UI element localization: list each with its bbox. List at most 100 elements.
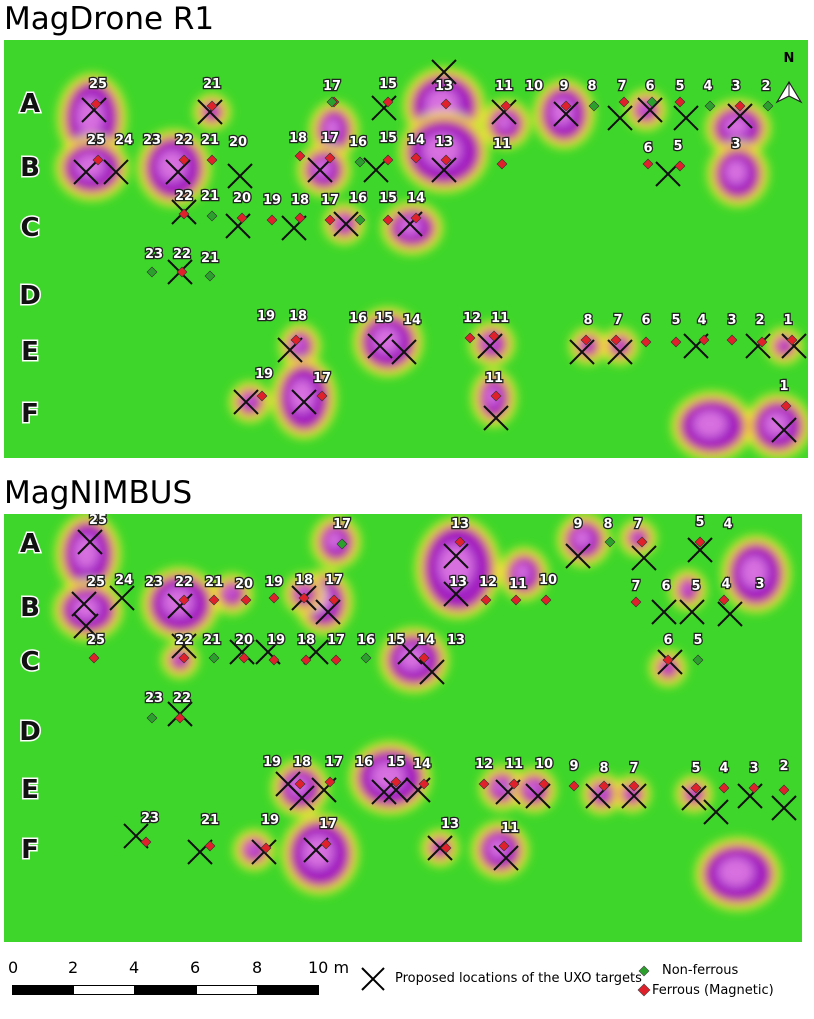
uxo-cross-marker (251, 839, 277, 865)
ferrous-diamond (508, 778, 520, 790)
uxo-cross-marker (717, 601, 743, 627)
target-number: 21 (201, 813, 219, 828)
uxo-cross-marker (197, 99, 223, 125)
ferrous-diamond (206, 154, 218, 166)
row-label: A (20, 89, 40, 119)
target-number: 7 (617, 79, 626, 94)
uxo-cross-marker (483, 405, 509, 431)
north-arrow-icon: N (775, 51, 803, 104)
ferrous-diamond (440, 842, 452, 854)
target-markers (73, 59, 807, 443)
target-number: 4 (697, 313, 706, 328)
uxo-cross-marker (383, 777, 409, 803)
scale-segment (257, 985, 319, 995)
target-number: 19 (263, 193, 281, 208)
anomaly-peak (718, 857, 754, 887)
uxo-cross-marker (397, 639, 423, 665)
ferrous-diamond (382, 154, 394, 166)
target-number: 23 (143, 133, 161, 148)
target-number: 15 (379, 77, 397, 92)
target-number: 19 (261, 813, 279, 828)
target-number: 14 (403, 313, 421, 328)
target-number: 13 (447, 633, 465, 648)
cross-marker-icon (361, 967, 385, 991)
uxo-cross-marker (71, 591, 97, 617)
ferrous-diamond (640, 336, 652, 348)
target-number: 17 (313, 371, 331, 386)
anomaly-peak (162, 587, 194, 617)
uxo-cross-marker (109, 585, 135, 611)
row-label: A (20, 529, 40, 559)
target-number: 13 (435, 79, 453, 94)
legend-proposed-label: Proposed locations of the UXO targets (395, 971, 642, 986)
ferrous-diamond (580, 334, 592, 346)
ferrous-diamond (178, 652, 190, 664)
nonferrous-diamond (692, 654, 704, 666)
ferrous-diamond (642, 158, 654, 170)
target-number: 10 (525, 79, 543, 94)
uxo-cross-marker (73, 613, 99, 639)
target-number: 20 (229, 135, 247, 150)
target-number: 6 (641, 313, 650, 328)
ferrous-diamond (598, 780, 610, 792)
target-number: 25 (89, 77, 107, 92)
target-number: 3 (749, 761, 758, 776)
uxo-cross-marker (565, 543, 591, 569)
nonferrous-diamond (336, 538, 348, 550)
anomaly-peak (173, 653, 183, 663)
target-number: 18 (293, 755, 311, 770)
target-number: 2 (761, 79, 770, 94)
uxo-cross-marker (391, 339, 417, 365)
uxo-cross-marker (621, 783, 647, 809)
target-number: 1 (783, 313, 792, 328)
nonferrous-diamond (354, 214, 366, 226)
ferrous-diamond (540, 594, 552, 606)
scale-segment (12, 985, 74, 995)
panel-title-r1: MagDrone R1 (4, 1, 215, 37)
row-label: F (21, 835, 39, 865)
target-number: 13 (449, 575, 467, 590)
target-number: 23 (145, 247, 163, 262)
target-number: 22 (175, 189, 193, 204)
ferrous-diamond (560, 100, 572, 112)
uxo-cross-marker (363, 157, 389, 183)
ferrous-diamond (440, 98, 452, 110)
target-number: 22 (175, 133, 193, 148)
target-number: 21 (203, 77, 221, 92)
uxo-cross-marker (493, 845, 519, 871)
uxo-cross-marker (771, 417, 797, 443)
target-number: 24 (115, 133, 133, 148)
ferrous-diamond (174, 712, 186, 724)
uxo-cross-marker (637, 97, 663, 123)
ferrous-diamond (780, 400, 792, 412)
ferrous-diamond (300, 654, 312, 666)
target-numbers: 25 21 17 15 13 11 10 9 8 7 6 5 4 3 225 24 23 22 21 20 18 17 16… (86, 76, 794, 396)
nonferrous-diamond (146, 712, 158, 724)
ferrous-diamond (330, 654, 342, 666)
anomaly-peak (740, 556, 768, 588)
scale-tick: 0 (8, 958, 19, 977)
target-number: 11 (491, 311, 509, 326)
ferrous-diamond (610, 334, 622, 346)
target-number: 22 (173, 247, 191, 262)
scale-segment (134, 985, 197, 995)
target-number: 19 (265, 575, 283, 590)
uxo-cross-marker (227, 163, 253, 189)
target-number: 13 (441, 817, 459, 832)
target-number: 5 (691, 761, 700, 776)
nonferrous-diamond (146, 266, 158, 278)
target-number: 5 (671, 313, 680, 328)
target-number: 25 (87, 633, 105, 648)
target-number: 22 (173, 691, 191, 706)
ferrous-diamond (382, 214, 394, 226)
anomaly-peak (525, 781, 539, 795)
uxo-cross-marker (651, 599, 677, 625)
target-number: 6 (645, 79, 654, 94)
ferrous-diamond (726, 334, 738, 346)
ferrous-diamond (786, 334, 798, 346)
target-number: 23 (145, 575, 163, 590)
target-number: 19 (267, 633, 285, 648)
